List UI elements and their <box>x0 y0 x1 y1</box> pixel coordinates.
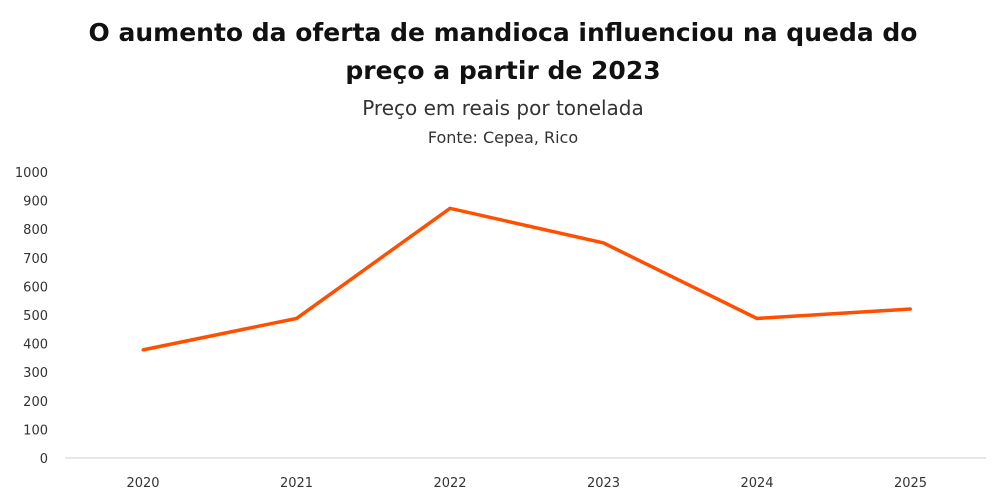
y-tick-label: 100 <box>23 423 48 438</box>
x-tick-label: 2024 <box>740 476 773 491</box>
x-tick-label: 2021 <box>280 476 313 491</box>
y-tick-label: 1000 <box>15 166 48 181</box>
y-tick-label: 500 <box>23 309 48 324</box>
data-point <box>602 241 605 245</box>
data-point <box>755 316 759 320</box>
data-point <box>295 316 298 320</box>
y-tick-label: 400 <box>23 338 48 353</box>
chart-title-line-1: O aumento da oferta de mandioca influenc… <box>88 18 918 47</box>
data-point <box>448 206 452 210</box>
y-tick-label: 200 <box>23 395 48 410</box>
y-tick-label: 0 <box>40 452 48 467</box>
data-point <box>141 348 145 352</box>
y-tick-label: 700 <box>23 252 48 267</box>
y-tick-label: 600 <box>23 280 48 295</box>
chart-source: Fonte: Cepea, Rico <box>427 128 579 147</box>
series-line <box>142 206 911 352</box>
y-tick-label: 300 <box>23 366 48 381</box>
chart-subtitle: Preço em reais por tonelada <box>362 96 644 120</box>
x-tick-label: 2022 <box>433 476 466 491</box>
x-tick-label: 2023 <box>587 476 620 491</box>
x-tick-label: 2020 <box>126 476 159 491</box>
data-point <box>909 307 912 311</box>
y-tick-label: 900 <box>23 195 48 210</box>
y-tick-label: 800 <box>23 223 48 238</box>
x-tick-label: 2025 <box>894 476 927 491</box>
chart-title-line-2: preço a partir de 2023 <box>345 56 661 85</box>
